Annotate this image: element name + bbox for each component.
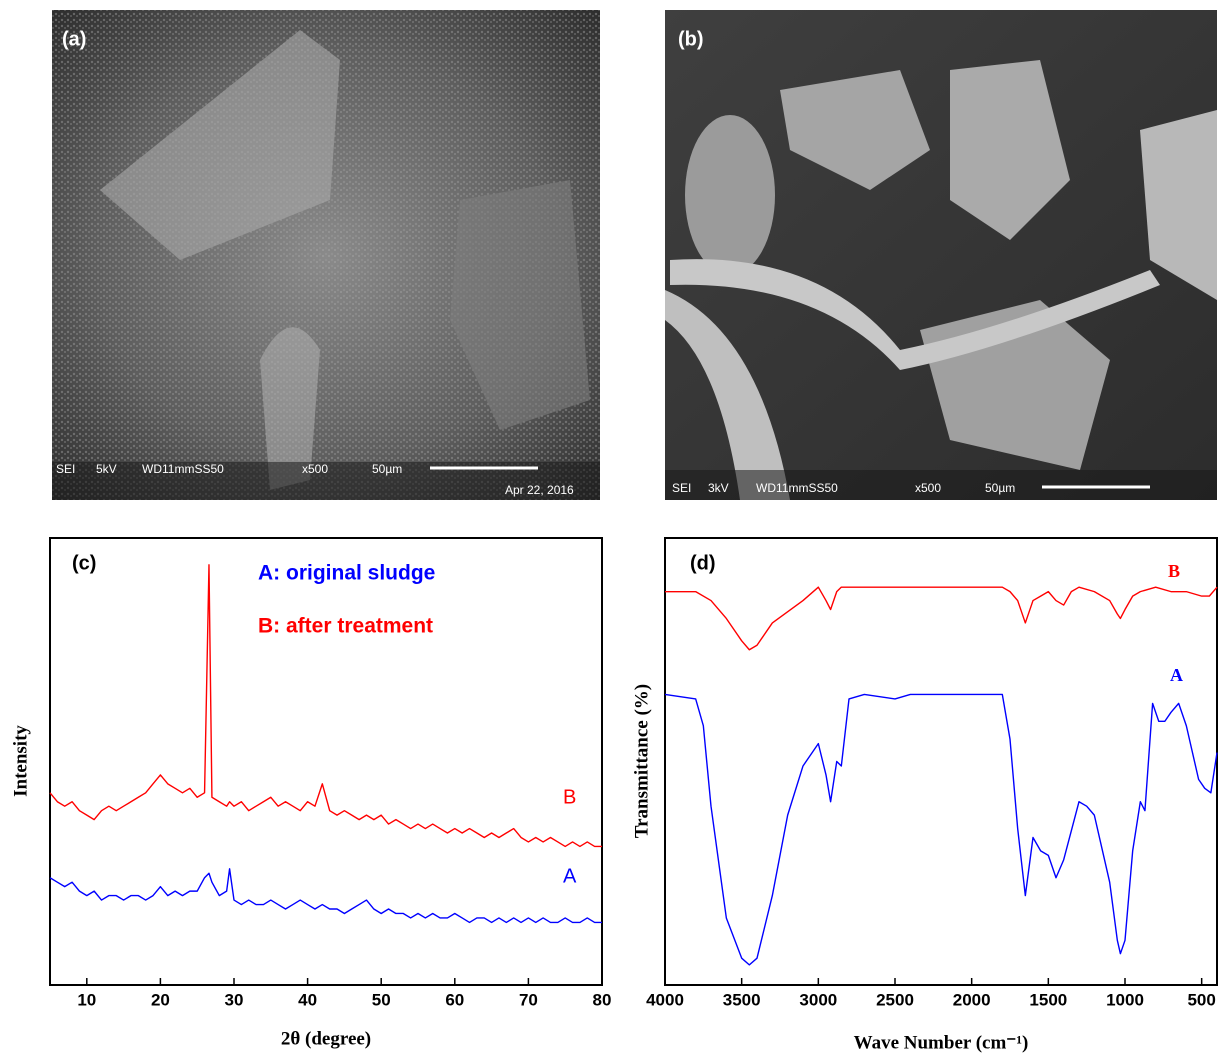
sem-info: WD11mmSS50 bbox=[142, 462, 224, 476]
x-tick-label: 1000 bbox=[1106, 990, 1144, 1009]
sem-info: 5kV bbox=[96, 462, 117, 476]
series-line bbox=[665, 694, 1217, 964]
figure: (a) SEI 5kV WD11mmSS50 x500 50µm Apr 22,… bbox=[0, 0, 1224, 1059]
x-tick-label: 20 bbox=[151, 990, 170, 1009]
x-tick-label: 50 bbox=[372, 990, 391, 1009]
x-tick-label: 500 bbox=[1187, 990, 1215, 1009]
legend-entry: A: original sludge bbox=[258, 562, 435, 585]
sem-date: Apr 22, 2016 bbox=[505, 483, 574, 497]
x-tick-label: 4000 bbox=[646, 990, 684, 1009]
legend-entry: B: after treatment bbox=[258, 615, 433, 638]
x-tick-label: 2000 bbox=[953, 990, 991, 1009]
x-axis-title: 2θ (degree) bbox=[281, 1028, 371, 1049]
sem-info: 50µm bbox=[372, 462, 402, 476]
sem-info: 50µm bbox=[985, 481, 1015, 495]
series-line bbox=[50, 565, 602, 847]
sem-image-a: (a) SEI 5kV WD11mmSS50 x500 50µm Apr 22,… bbox=[52, 10, 600, 500]
sem-info: x500 bbox=[302, 462, 328, 476]
series-line bbox=[50, 869, 602, 923]
sem-info: SEI bbox=[672, 481, 691, 495]
y-axis-title: Intensity bbox=[10, 725, 31, 797]
plot-frame bbox=[665, 538, 1217, 985]
panel-label: (a) bbox=[62, 28, 86, 50]
x-tick-label: 2500 bbox=[876, 990, 914, 1009]
series-label: B bbox=[563, 786, 576, 808]
x-tick-label: 70 bbox=[519, 990, 538, 1009]
sem-info: SEI bbox=[56, 462, 75, 476]
x-tick-label: 60 bbox=[445, 990, 464, 1009]
sem-info: 3kV bbox=[708, 481, 729, 495]
y-axis-title: Transmittance (%) bbox=[631, 684, 652, 838]
series-line bbox=[665, 587, 1217, 650]
chart-panel: 4000 3500 3000 2500 2000 1500 1000 500 A B (d) Wave… bbox=[631, 538, 1217, 1053]
panel-label: (d) bbox=[690, 552, 716, 574]
series-label: B bbox=[1168, 561, 1180, 581]
plot-frame bbox=[50, 538, 602, 985]
sem-info: WD11mmSS50 bbox=[756, 481, 838, 495]
particle bbox=[685, 115, 775, 275]
chart-panel: 10 20 30 40 50 60 70 80 A A: original sludge B B: a… bbox=[10, 538, 611, 1049]
x-tick-label: 1500 bbox=[1029, 990, 1067, 1009]
x-tick-label: 3000 bbox=[799, 990, 837, 1009]
series-label: A bbox=[1170, 665, 1183, 685]
x-tick-label: 3500 bbox=[723, 990, 761, 1009]
sem-info: x500 bbox=[915, 481, 941, 495]
panel-label: (b) bbox=[678, 28, 704, 50]
panel-label: (c) bbox=[72, 552, 96, 574]
series-label: A bbox=[563, 865, 577, 887]
x-axis-title: Wave Number (cm⁻¹) bbox=[854, 1032, 1029, 1053]
sem-image-b: (b) SEI 3kV WD11mmSS50 x500 50µm bbox=[665, 10, 1217, 500]
x-tick-label: 10 bbox=[77, 990, 96, 1009]
x-tick-label: 40 bbox=[298, 990, 317, 1009]
x-tick-label: 30 bbox=[225, 990, 244, 1009]
x-tick-label: 80 bbox=[593, 990, 612, 1009]
